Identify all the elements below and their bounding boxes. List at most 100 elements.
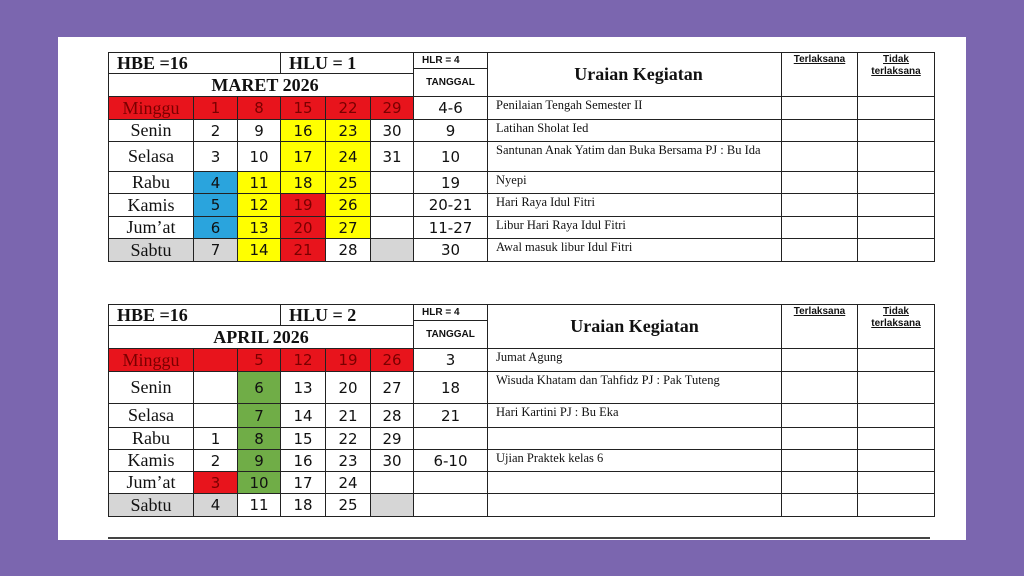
tidak-cell <box>857 471 935 494</box>
day-name: Senin <box>108 119 194 142</box>
date: 19 <box>325 348 371 372</box>
date: 21 <box>280 238 326 262</box>
date: 6 <box>237 371 281 404</box>
tanggal-header: TANGGAL <box>413 68 488 97</box>
day-name: Jum’at <box>108 216 194 239</box>
date: 2 <box>193 449 238 472</box>
tidak-cell <box>857 348 935 372</box>
tanggal <box>413 471 488 494</box>
date: 11 <box>237 493 281 517</box>
tanggal-header: TANGGAL <box>413 320 488 349</box>
date <box>370 238 414 262</box>
date: 11 <box>237 171 281 194</box>
date: 18 <box>280 171 326 194</box>
terlaksana-cell <box>781 119 858 142</box>
date: 17 <box>280 471 326 494</box>
terlaksana-cell <box>781 427 858 450</box>
kegiatan <box>487 471 782 494</box>
terlaksana-header: Terlaksana <box>781 304 858 349</box>
tidak-cell <box>857 371 935 404</box>
day-name: Minggu <box>108 348 194 372</box>
kegiatan: Nyepi <box>487 171 782 194</box>
date: 27 <box>370 371 414 404</box>
tanggal: 6-10 <box>413 449 488 472</box>
terlaksana-cell <box>781 348 858 372</box>
date <box>193 371 238 404</box>
divider <box>108 537 930 539</box>
date: 23 <box>325 449 371 472</box>
month-title: APRIL 2026 <box>108 325 414 349</box>
kegiatan: Santunan Anak Yatim dan Buka Bersama PJ … <box>487 141 782 172</box>
hbe: HBE =16 <box>108 304 281 326</box>
tidak-cell <box>857 427 935 450</box>
date: 29 <box>370 96 414 120</box>
day-name: Minggu <box>108 96 194 120</box>
date: 1 <box>193 96 238 120</box>
date: 4 <box>193 171 238 194</box>
date: 25 <box>325 493 371 517</box>
terlaksana-cell <box>781 449 858 472</box>
hbe: HBE =16 <box>108 52 281 74</box>
tanggal: 10 <box>413 141 488 172</box>
tidak-cell <box>857 493 935 517</box>
tidak-cell <box>857 216 935 239</box>
date: 3 <box>193 471 238 494</box>
hlu: HLU = 2 <box>280 304 414 326</box>
date: 8 <box>237 96 281 120</box>
tanggal: 21 <box>413 403 488 428</box>
terlaksana-cell <box>781 371 858 404</box>
tidak-cell <box>857 238 935 262</box>
tidak-cell <box>857 141 935 172</box>
kegiatan: Awal masuk libur Idul Fitri <box>487 238 782 262</box>
kegiatan: Penilaian Tengah Semester II <box>487 96 782 120</box>
tanggal: 4-6 <box>413 96 488 120</box>
tanggal: 9 <box>413 119 488 142</box>
date: 22 <box>325 96 371 120</box>
date: 1 <box>193 427 238 450</box>
tidak-cell <box>857 96 935 120</box>
tidak-header: Tidak terlaksana <box>857 304 935 349</box>
day-name: Senin <box>108 371 194 404</box>
date: 21 <box>325 403 371 428</box>
date: 10 <box>237 141 281 172</box>
date <box>193 403 238 428</box>
date: 29 <box>370 427 414 450</box>
date: 28 <box>325 238 371 262</box>
day-name: Kamis <box>108 449 194 472</box>
date: 2 <box>193 119 238 142</box>
kegiatan: Hari Kartini PJ : Bu Eka <box>487 403 782 428</box>
date: 24 <box>325 471 371 494</box>
kegiatan: Wisuda Khatam dan Tahfidz PJ : Pak Tuten… <box>487 371 782 404</box>
date: 31 <box>370 141 414 172</box>
month-title: MARET 2026 <box>108 73 414 97</box>
tidak-cell <box>857 193 935 217</box>
date: 20 <box>280 216 326 239</box>
date: 28 <box>370 403 414 428</box>
date <box>370 471 414 494</box>
date: 18 <box>280 493 326 517</box>
day-name: Rabu <box>108 171 194 194</box>
day-name: Selasa <box>108 403 194 428</box>
date <box>193 348 238 372</box>
terlaksana-cell <box>781 471 858 494</box>
date: 13 <box>280 371 326 404</box>
hlu: HLU = 1 <box>280 52 414 74</box>
date: 7 <box>193 238 238 262</box>
terlaksana-cell <box>781 216 858 239</box>
tanggal <box>413 493 488 517</box>
date: 19 <box>280 193 326 217</box>
day-name: Sabtu <box>108 493 194 517</box>
date: 9 <box>237 119 281 142</box>
day-name: Kamis <box>108 193 194 217</box>
date: 20 <box>325 371 371 404</box>
terlaksana-cell <box>781 193 858 217</box>
day-name: Rabu <box>108 427 194 450</box>
uraian-header: Uraian Kegiatan <box>487 52 782 97</box>
terlaksana-cell <box>781 141 858 172</box>
date: 9 <box>237 449 281 472</box>
date: 12 <box>280 348 326 372</box>
terlaksana-cell <box>781 96 858 120</box>
date: 25 <box>325 171 371 194</box>
date: 14 <box>237 238 281 262</box>
